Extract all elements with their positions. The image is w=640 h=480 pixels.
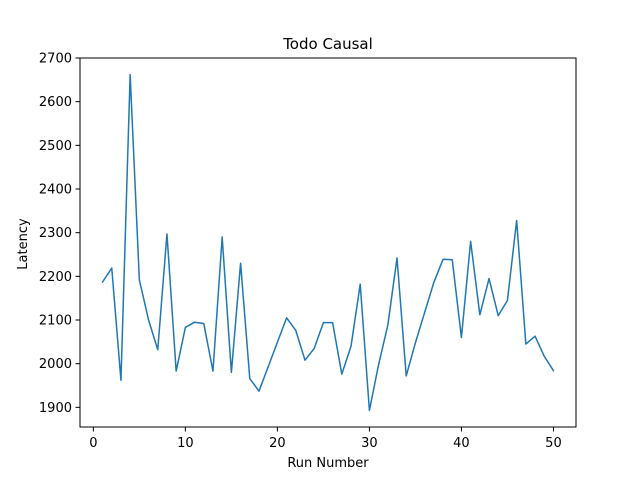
y-tick-label: 2000	[39, 357, 72, 372]
y-axis: 1900 2000 2100 2200 2300 2400 2500 2600 2700	[39, 52, 80, 416]
x-tick-label: 0	[89, 436, 97, 451]
x-tick-label: 30	[361, 436, 378, 451]
chart-title: Todo Causal	[282, 35, 373, 53]
y-tick-label: 2200	[39, 270, 72, 285]
y-tick-label: 2100	[39, 314, 72, 329]
y-tick-label: 1900	[39, 401, 72, 416]
x-tick-label: 50	[545, 436, 562, 451]
x-tick-label: 20	[269, 436, 286, 451]
y-tick-label: 2400	[39, 183, 72, 198]
plot-area	[79, 57, 577, 428]
y-tick-label: 2300	[39, 226, 72, 241]
x-tick-label: 40	[453, 436, 470, 451]
x-tick-label: 10	[177, 436, 194, 451]
x-axis: 0 10 20 30 40 50	[89, 427, 562, 451]
series-line-0	[101, 73, 555, 412]
x-axis-label: Run Number	[287, 456, 369, 471]
plot-frame	[79, 57, 577, 428]
y-tick-label: 2700	[39, 52, 72, 67]
y-axis-label: Latency	[16, 218, 31, 270]
y-tick-label: 2600	[39, 95, 72, 110]
y-tick-label: 2500	[39, 139, 72, 154]
